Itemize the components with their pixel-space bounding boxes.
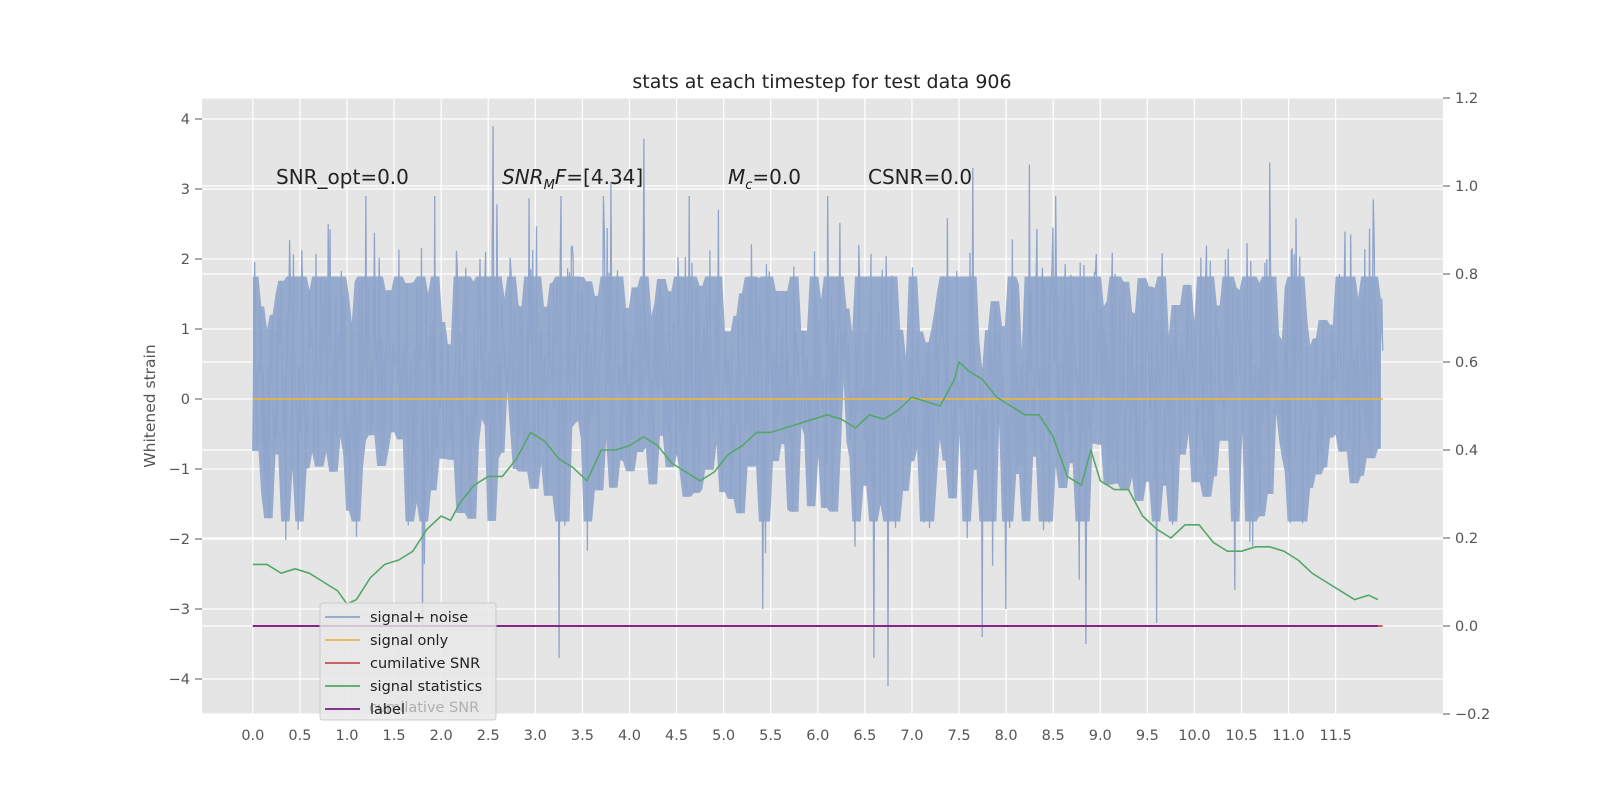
legend-items: signal+ noise signal only cumilative SNR si…	[325, 610, 482, 718]
legend-label: signal statistics	[370, 679, 482, 695]
mc-tail: =0.0	[752, 165, 801, 189]
snr-mf-main: SNR	[502, 165, 544, 189]
x-tick-label: 8.0	[995, 728, 1018, 744]
right-axis: 1.2 1.0 0.8 0.6 0.4 0.2 0.0 −0.2	[1443, 91, 1490, 723]
x-tick-label: 9.5	[1136, 728, 1159, 744]
x-tick-label: 2.0	[430, 728, 453, 744]
y-tick-label: −3	[169, 602, 190, 618]
legend: cumilative SNR signal+ noise signal only c…	[319, 602, 497, 721]
legend-label: signal+ noise	[370, 610, 468, 626]
x-tick-label: 3.0	[524, 728, 547, 744]
x-tick-label: 0.0	[241, 728, 264, 744]
legend-ghost-text: cumilative SNR	[369, 700, 479, 716]
y2-tick-label: 0.6	[1455, 355, 1478, 371]
y-tick-label: −1	[169, 462, 190, 478]
y-tick-label: 4	[181, 112, 190, 128]
y-tick-label: −4	[169, 672, 190, 688]
snr-mf-subscript: M	[544, 178, 555, 193]
mc-main: M	[728, 165, 745, 189]
legend-label: signal only	[370, 633, 449, 649]
y-tick-label: 0	[181, 392, 190, 408]
y2-tick-label: 0.4	[1455, 443, 1478, 459]
snr-opt-annotation: SNR_opt=0.0	[276, 165, 409, 189]
annotations: SNR_opt=0.0 SNRMF=[4.34] Mc=0.0 CSNR=0.0	[276, 165, 972, 193]
x-tick-label: 4.0	[618, 728, 641, 744]
signal-noise-line	[252, 125, 1384, 687]
y2-tick-label: 0.0	[1455, 619, 1478, 635]
legend-label: label	[370, 702, 405, 718]
y-tick-label: 2	[181, 252, 190, 268]
left-axis: 4 3 2 1 0 −1 −2 −3 −4	[169, 112, 202, 688]
x-tick-label: 10.5	[1225, 728, 1257, 744]
snr-mf-f: F	[555, 165, 567, 189]
snr-mf-tail: =[4.34]	[566, 165, 643, 189]
series-line-signal-statistics	[252, 361, 1379, 605]
snr-mf-annotation: SNRMF=[4.34]	[502, 165, 643, 193]
x-tick-label: 6.0	[806, 728, 829, 744]
x-tick-label: 5.5	[759, 728, 782, 744]
csnr-annotation: CSNR=0.0	[868, 165, 972, 189]
y-tick-label: 3	[181, 182, 190, 198]
y2-tick-label: 0.2	[1455, 531, 1478, 547]
x-tick-label: 2.5	[477, 728, 500, 744]
x-tick-label: 5.0	[712, 728, 735, 744]
y2-tick-label: 1.2	[1455, 91, 1478, 107]
x-tick-label: 6.5	[853, 728, 876, 744]
y2-tick-label: 1.0	[1455, 179, 1478, 195]
mc-subscript: c	[745, 178, 752, 193]
x-tick-label: 9.0	[1089, 728, 1112, 744]
x-tick-label: 1.0	[335, 728, 358, 744]
y2-tick-label: −0.2	[1455, 707, 1490, 723]
mc-annotation: Mc=0.0	[728, 165, 801, 193]
legend-label: cumilative SNR	[370, 656, 480, 672]
y-axis-label: Whitened strain	[141, 344, 159, 467]
x-tick-label: 7.5	[947, 728, 970, 744]
x-tick-label: 8.5	[1042, 728, 1065, 744]
y-tick-label: −2	[169, 532, 190, 548]
x-tick-label: 7.0	[900, 728, 923, 744]
x-tick-label: 4.5	[665, 728, 688, 744]
bottom-axis: 0.0 0.5 1.0 1.5 2.0 2.5 3.0 3.5 4.0 4.5 5.0 5.5 6.0 6…	[241, 728, 1351, 744]
x-tick-label: 11.5	[1320, 728, 1352, 744]
chart-title: stats at each timestep for test data 906	[632, 71, 1011, 93]
x-tick-label: 1.5	[383, 728, 406, 744]
x-tick-label: 10.0	[1178, 728, 1210, 744]
x-tick-label: 11.0	[1272, 728, 1304, 744]
x-tick-label: 0.5	[288, 728, 311, 744]
y2-tick-label: 0.8	[1455, 267, 1478, 283]
y-tick-label: 1	[181, 322, 190, 338]
x-tick-label: 3.5	[571, 728, 594, 744]
legend-box	[319, 602, 497, 721]
